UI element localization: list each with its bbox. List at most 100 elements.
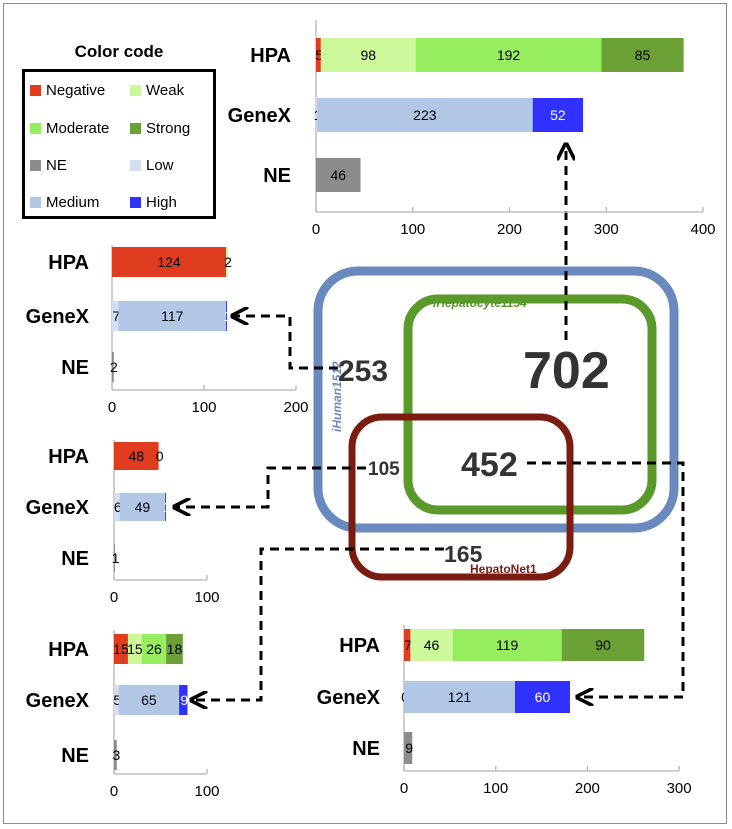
chart-702-category-label: GeneX (228, 105, 292, 127)
legend-label-medium: Medium (46, 194, 100, 211)
chart-702-tick-label: 400 (690, 221, 715, 238)
chart-452-category-label: HPA (339, 635, 380, 657)
chart-105-value-label: 1 (163, 499, 171, 515)
chart-452-value-label: 46 (424, 637, 440, 653)
chart-452-bar-hpa-negative (404, 629, 411, 661)
chart-452-value-label: 121 (448, 689, 472, 705)
chart-452-value-label: 7 (404, 637, 412, 653)
chart-165-value-label: 65 (141, 692, 157, 708)
chart-105-value-label: 6 (114, 499, 122, 515)
chart-165-value-label: 15 (127, 641, 143, 657)
chart-702-category-label: NE (263, 165, 291, 187)
legend-swatch-high (130, 197, 141, 208)
chart-105-tick-label: 0 (110, 589, 118, 606)
legend-swatch-negative (30, 85, 41, 96)
chart-452-category-label: GeneX (317, 687, 381, 709)
legend-box: Negative Weak Moderate Strong NE Low Med… (22, 69, 216, 219)
chart-452-bar-genex-medium (404, 681, 515, 713)
chart-165-value-label: 15 (113, 641, 129, 657)
legend-swatch-ne (30, 160, 41, 171)
chart-702-category-label: HPA (250, 45, 291, 67)
chart-165-category-label: HPA (48, 639, 89, 661)
chart-452-bar-hpa-strong (561, 629, 645, 661)
chart-702-bar-hpa-strong (601, 38, 684, 72)
chart-702-value-label: 223 (413, 107, 437, 123)
chart-105-value-label: 48 (129, 448, 145, 464)
chart-165-bar-hpa-moderate (141, 634, 167, 664)
chart-165-bar-hpa-strong (166, 634, 183, 664)
chart-253-bar-hpa-weak (226, 247, 228, 277)
region-count-702: 702 (523, 342, 610, 400)
legend-label-moderate: Moderate (46, 120, 110, 137)
set-label-ihepatocyte1154: iHepatocyte1154 (433, 296, 527, 310)
chart-452-value-label: 60 (535, 689, 551, 705)
chart-253-value-label: 7 (112, 308, 120, 324)
chart-702-bar-hpa-negative (316, 38, 321, 72)
chart-702-bar-genex-medium (316, 98, 533, 132)
chart-253-tick-label: 100 (191, 399, 216, 416)
legend-label-ne: NE (46, 157, 67, 174)
chart-702-value-label: 46 (330, 167, 346, 183)
chart-165-value-label: 26 (146, 641, 162, 657)
chart-165-category-label: NE (61, 745, 89, 767)
chart-702-value-label: 98 (360, 47, 376, 63)
chart-253-category-label: HPA (48, 252, 89, 274)
chart-253-bar-genex-low (112, 301, 119, 331)
chart-452-tick-label: 200 (575, 780, 600, 797)
legend-swatch-low (130, 160, 141, 171)
region-count-452: 452 (461, 446, 518, 484)
chart-452-bar-hpa-moderate (452, 629, 562, 661)
chart-253-bar-ne-ne (112, 352, 114, 382)
chart-165-value-label: 3 (112, 747, 120, 763)
chart-105-bar-hpa-negative (114, 442, 159, 470)
legend-item-strong: Strong (130, 120, 190, 137)
chart-105-bar-genex-medium (119, 493, 166, 521)
chart-165-category-label: GeneX (26, 690, 90, 712)
chart-253-bar-genex-high (226, 301, 227, 331)
chart-702-bar-hpa-weak (320, 38, 416, 72)
chart-105-category-label: NE (61, 548, 89, 570)
legend-label-negative: Negative (46, 82, 106, 99)
set-hepatonet1-outline (348, 413, 574, 581)
region-count-253: 253 (338, 355, 388, 388)
chart-452-tick-label: 100 (483, 780, 508, 797)
chart-105-tick-label: 100 (194, 589, 219, 606)
chart-452-bar-ne-ne (404, 732, 413, 764)
chart-452-tick-label: 300 (667, 780, 692, 797)
chart-702-bar-genex-high (532, 98, 584, 132)
chart-105-value-label: 0 (156, 448, 164, 464)
legend-item-weak: Weak (130, 82, 184, 99)
chart-702-value-label: 52 (550, 107, 566, 123)
chart-253-category-label: NE (61, 357, 89, 379)
chart-702-value-label: 5 (316, 47, 324, 63)
legend-label-weak: Weak (146, 82, 185, 99)
legend-item-negative: Negative (30, 82, 105, 99)
arrow-165-to-chart (193, 547, 444, 700)
legend-item-medium: Medium (30, 194, 99, 211)
chart-253-bar-genex-medium (118, 301, 227, 331)
chart-702-value-label: 192 (497, 47, 521, 63)
legend-item-ne: NE (30, 157, 67, 174)
arrow-452-to-chart (527, 461, 685, 697)
chart-702-tick-label: 100 (400, 221, 425, 238)
legend-label-strong: Strong (146, 120, 191, 137)
chart-253-value-label: 124 (157, 254, 181, 270)
region-count-165: 165 (444, 541, 483, 567)
chart-452-value-label: 9 (405, 740, 413, 756)
chart-702-bar-genex-low (316, 98, 317, 132)
chart-253-value-label: 2 (224, 254, 232, 270)
chart-253-value-label: 117 (161, 308, 184, 324)
chart-165-bar-genex-high (179, 685, 188, 715)
figure-border (3, 3, 727, 824)
arrow-253-to-chart (234, 316, 338, 370)
chart-165-bar-genex-low (114, 685, 119, 715)
chart-105-bar-ne-ne (114, 544, 115, 572)
set-ihepatocyte1154-outline (403, 294, 657, 515)
chart-253-bar-hpa-negative (112, 247, 227, 277)
chart-105-category-label: GeneX (26, 497, 90, 519)
chart-105-value-label: 49 (135, 499, 151, 515)
chart-452-value-label: 119 (496, 637, 519, 653)
chart-702-value-label: 85 (635, 47, 651, 63)
